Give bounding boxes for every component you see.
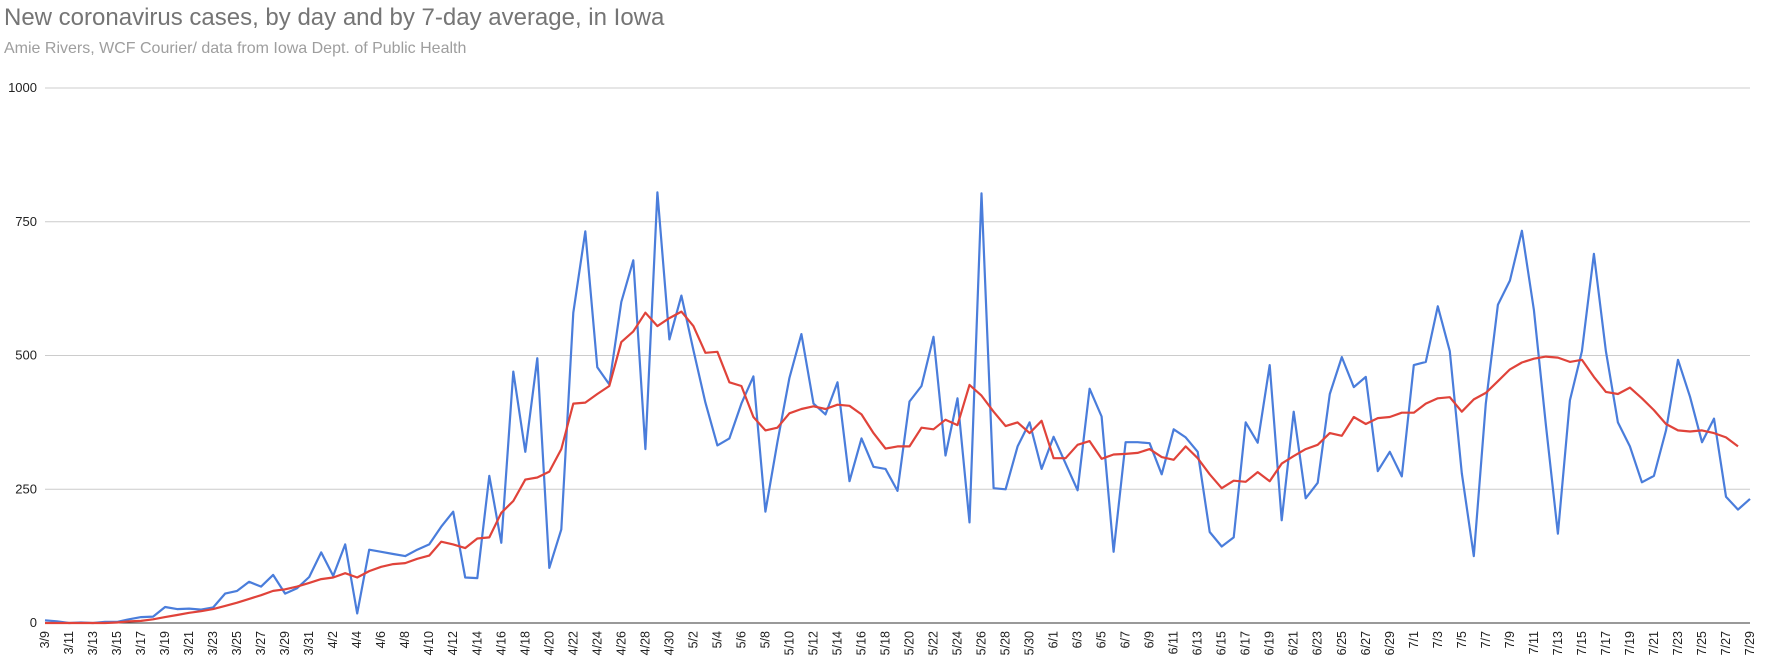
x-tick-label: 5/30: [1023, 631, 1037, 655]
x-tick-label: 3/25: [230, 631, 244, 655]
series-layer: [44, 191, 1751, 625]
x-tick-label: 4/6: [374, 631, 388, 648]
x-tick-label: 5/24: [951, 631, 965, 655]
x-tick-label: 4/30: [662, 631, 676, 655]
x-tick-label: 6/1: [1047, 631, 1061, 648]
x-tick-label: 7/17: [1599, 631, 1613, 655]
x-tick-label: 7/1: [1407, 631, 1421, 648]
y-tick-label: 1000: [8, 80, 37, 95]
x-tick-label: 7/27: [1719, 631, 1733, 655]
x-tick-label: 7/25: [1695, 631, 1709, 655]
grid-layer: [45, 87, 1750, 624]
x-tick-label: 7/3: [1431, 631, 1445, 648]
x-tick-label: 5/12: [806, 631, 820, 655]
x-tick-label: 4/14: [470, 631, 484, 655]
x-tick-label: 7/5: [1455, 631, 1469, 648]
x-tick-label: 4/2: [326, 631, 340, 648]
x-tick-label: 4/8: [398, 631, 412, 648]
x-tick-label: 7/29: [1743, 631, 1757, 655]
x-tick-label: 5/14: [830, 631, 844, 655]
seven-day-average-line: [45, 310, 1739, 625]
x-tick-label: 6/27: [1359, 631, 1373, 655]
x-tick-label: 3/23: [206, 631, 220, 655]
x-tick-label: 4/28: [638, 631, 652, 655]
x-tick-label: 5/16: [854, 631, 868, 655]
x-tick-label: 3/29: [278, 631, 292, 655]
x-tick-label: 3/17: [134, 631, 148, 655]
x-tick-label: 6/13: [1191, 631, 1205, 655]
x-tick-label: 5/20: [903, 631, 917, 655]
x-tick-label: 4/26: [614, 631, 628, 655]
x-tick-label: 4/20: [542, 631, 556, 655]
chart-title: New coronavirus cases, by day and by 7-d…: [4, 4, 665, 31]
y-axis-ticks: 0 250 500 750 1000: [8, 80, 37, 630]
x-tick-label: 6/21: [1287, 631, 1301, 655]
x-tick-label: 4/4: [350, 631, 364, 648]
daily-cases-line: [44, 191, 1751, 625]
x-tick-label: 4/10: [422, 631, 436, 655]
x-tick-label: 7/19: [1623, 631, 1637, 655]
y-tick-label: 750: [15, 214, 37, 229]
x-tick-label: 7/23: [1671, 631, 1685, 655]
x-tick-label: 6/25: [1335, 631, 1349, 655]
x-tick-label: 4/22: [566, 631, 580, 655]
x-tick-label: 6/5: [1095, 631, 1109, 648]
x-tick-label: 6/11: [1167, 631, 1181, 654]
x-tick-label: 6/15: [1215, 631, 1229, 655]
x-tick-label: 7/15: [1575, 631, 1589, 655]
x-tick-label: 6/3: [1071, 631, 1085, 648]
x-axis-ticks: 3/9 3/11 3/13 3/15 3/17 3/19 3/21 3/23 3/25 3/27 3…: [38, 631, 1757, 655]
x-tick-label: 4/18: [518, 631, 532, 655]
chart-subtitle: Amie Rivers, WCF Courier/ data from Iowa…: [4, 40, 467, 57]
x-tick-label: 7/7: [1479, 631, 1493, 648]
x-tick-label: 5/8: [758, 631, 772, 648]
x-tick-label: 4/16: [494, 631, 508, 655]
x-tick-label: 6/23: [1311, 631, 1325, 655]
x-tick-label: 7/11: [1527, 631, 1541, 654]
x-tick-label: 4/12: [446, 631, 460, 655]
x-tick-label: 3/15: [110, 631, 124, 655]
y-tick-label: 0: [30, 615, 37, 630]
x-tick-label: 3/21: [182, 631, 196, 655]
x-tick-label: 6/29: [1383, 631, 1397, 655]
x-tick-label: 3/13: [86, 631, 100, 655]
x-tick-label: 5/18: [878, 631, 892, 655]
y-tick-label: 500: [15, 348, 37, 363]
x-tick-label: 5/22: [927, 631, 941, 655]
x-tick-label: 3/31: [302, 631, 316, 655]
x-tick-label: 5/28: [999, 631, 1013, 655]
x-tick-label: 7/21: [1647, 631, 1661, 655]
x-tick-label: 5/2: [686, 631, 700, 648]
x-tick-label: 6/9: [1143, 631, 1157, 648]
x-tick-label: 5/26: [975, 631, 989, 655]
x-tick-label: 4/24: [590, 631, 604, 655]
x-tick-label: 7/13: [1551, 631, 1565, 655]
x-tick-label: 3/19: [158, 631, 172, 655]
x-tick-label: 5/10: [782, 631, 796, 655]
x-tick-label: 7/9: [1503, 631, 1517, 648]
x-tick-label: 6/19: [1263, 631, 1277, 655]
x-tick-label: 3/11: [62, 631, 76, 654]
x-tick-label: 3/27: [254, 631, 268, 655]
x-tick-label: 5/4: [710, 631, 724, 648]
x-tick-label: 6/7: [1119, 631, 1133, 648]
y-tick-label: 250: [15, 481, 37, 496]
x-tick-label: 3/9: [38, 631, 52, 648]
x-tick-label: 6/17: [1239, 631, 1253, 655]
x-tick-label: 5/6: [734, 631, 748, 648]
